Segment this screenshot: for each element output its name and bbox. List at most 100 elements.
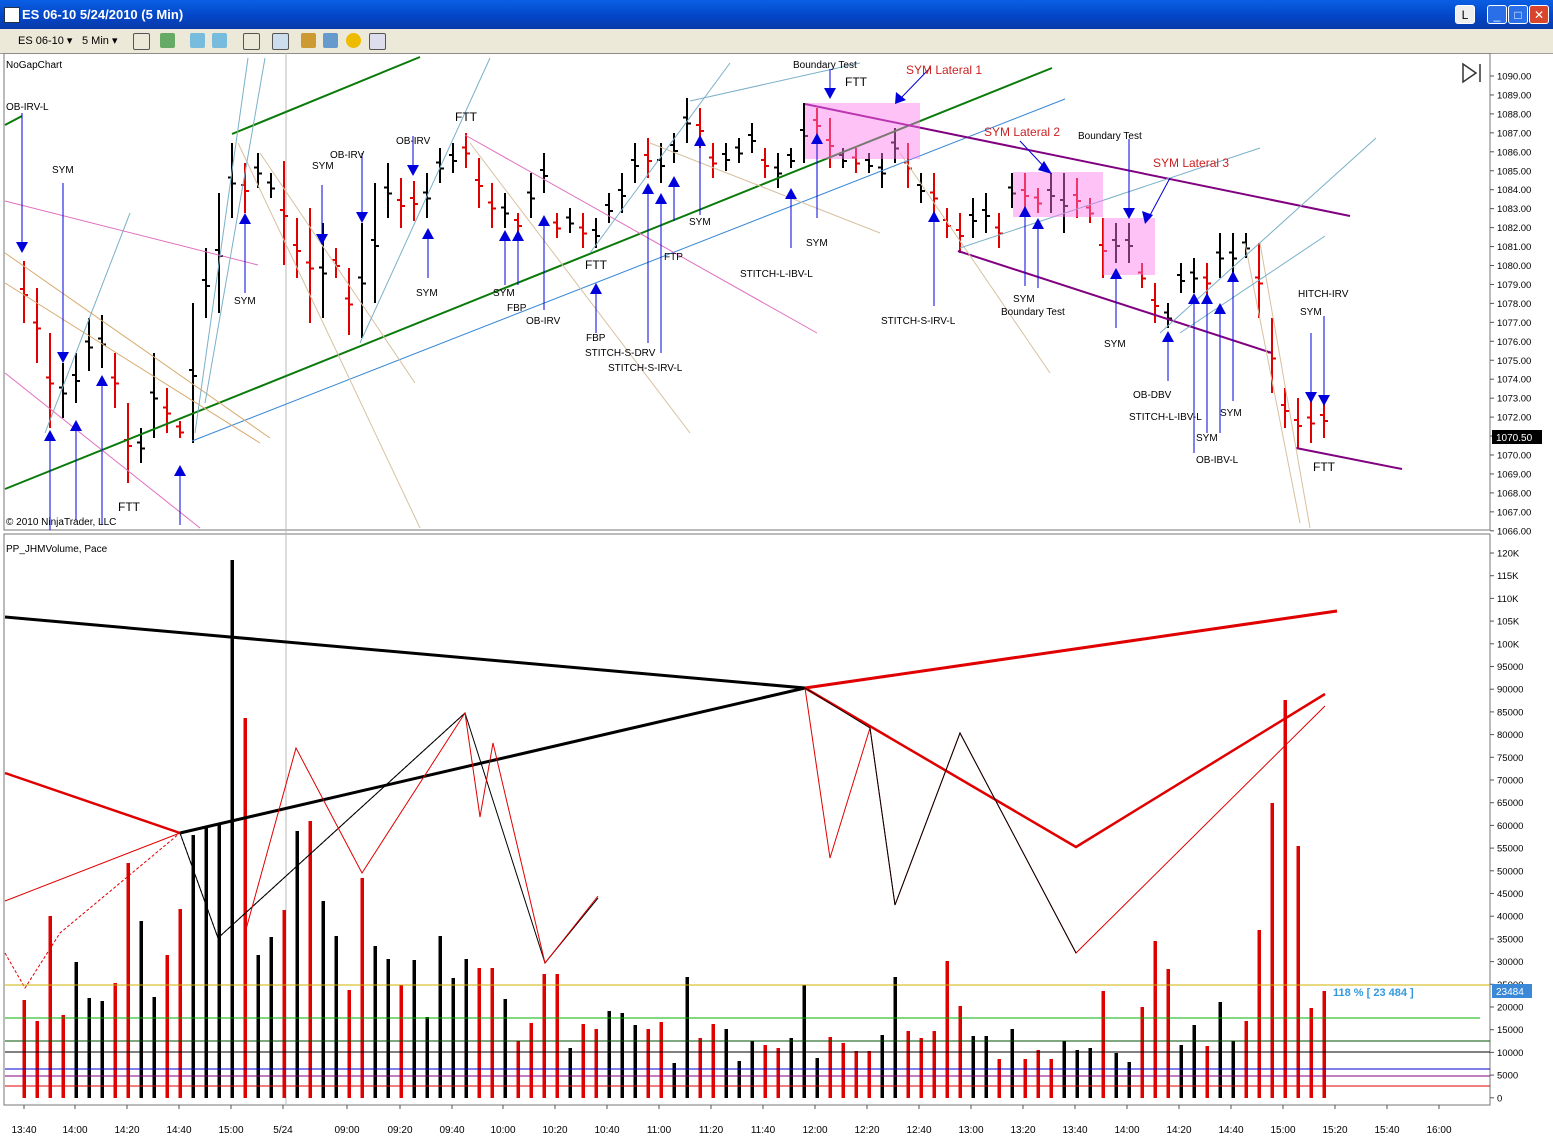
arrow-up-icon [1162, 331, 1174, 342]
properties-icon[interactable] [272, 33, 289, 50]
chart-area[interactable]: OB-IRV-L SYM OB-IRV SYM SYM OB-IRV SYM FTT SYM FB… [0, 52, 1553, 1141]
time-tick-label: 14:20 [114, 1125, 139, 1136]
volume-bar [1179, 1045, 1183, 1098]
annotation-label: SYM Lateral 1 [906, 63, 982, 77]
pace-label: 118 % [ 23 484 ] [1333, 987, 1414, 999]
arrow-down-icon [407, 165, 419, 176]
time-tick-label: 11:00 [647, 1125, 672, 1136]
volume-bar [724, 1029, 728, 1098]
annotation-label: SYM [1220, 408, 1242, 419]
volume-bars [22, 560, 1326, 1098]
annotation-label: OB-IRV [526, 316, 561, 327]
strategy-icon[interactable] [301, 33, 316, 48]
pink-line-2 [464, 134, 818, 334]
annotation-label: FTT [118, 500, 141, 514]
arrow-up-icon [928, 211, 940, 222]
steel-line-6 [689, 62, 861, 102]
volume-bar [503, 999, 507, 1098]
purple-channel-bottom [1295, 447, 1403, 470]
zoom-out-icon[interactable] [212, 33, 227, 48]
dollar-icon[interactable] [346, 33, 361, 48]
data-box-icon[interactable] [369, 33, 386, 50]
arrow-up-icon [811, 133, 823, 144]
annotation-label: FTP [664, 252, 683, 263]
green-trendline-long [4, 67, 1053, 490]
price-tick-label: 1067.00 [1497, 507, 1531, 518]
volume-bar [464, 959, 468, 1098]
volume-tick-label: 115K [1497, 571, 1519, 582]
volume-tick-label: 65000 [1497, 798, 1523, 809]
indicators-icon[interactable] [323, 33, 338, 48]
volume-bar [828, 1037, 832, 1098]
steel-line-1 [194, 57, 249, 434]
volume-bar [1153, 941, 1157, 1098]
tan-line-8 [1259, 242, 1311, 529]
instrument-selector[interactable]: ES 06-10 ▾ [18, 35, 73, 47]
play-end-icon[interactable] [1462, 62, 1481, 84]
time-tick-label: 13:40 [11, 1125, 36, 1136]
price-tick-label: 1078.00 [1497, 299, 1531, 310]
close-icon[interactable]: ✕ [1529, 5, 1549, 24]
arrow-shaft [1147, 177, 1171, 220]
blue-trendline [191, 98, 1066, 442]
volume-bar [1101, 991, 1105, 1098]
annotation-label: OB-IRV-L [6, 102, 49, 113]
volume-tick-label: 40000 [1497, 912, 1523, 923]
annotation-label: Boundary Test [1001, 307, 1065, 318]
zoom-in-icon[interactable] [190, 33, 205, 48]
link-button[interactable]: L [1455, 5, 1475, 24]
time-tick-label: 13:40 [1062, 1125, 1087, 1136]
time-tick-label: 14:20 [1166, 1125, 1191, 1136]
volume-bar [763, 1045, 767, 1098]
arrow-down-icon [16, 242, 28, 253]
arrow-up-icon [642, 183, 654, 194]
time-tick-label: 15:00 [218, 1125, 243, 1136]
volume-bar [477, 968, 481, 1098]
arrow-down-icon [356, 212, 368, 223]
annotation-label: SYM Lateral 2 [984, 125, 1060, 139]
tan-line-4 [259, 152, 416, 384]
volume-tick-label: 10000 [1497, 1048, 1523, 1059]
price-tick-label: 1070.00 [1497, 451, 1531, 462]
volume-bar [1023, 1059, 1027, 1098]
annotation-label: Boundary Test [793, 60, 857, 71]
volume-tick-label: 50000 [1497, 866, 1523, 877]
volume-bar [126, 863, 130, 1098]
volume-axis: 120K 115K 110K 105K 100K 95000 90000 85000 80000… [1490, 549, 1523, 1104]
volume-bar [893, 977, 897, 1098]
draw-tool-icon[interactable] [160, 33, 175, 48]
volume-bar [308, 821, 312, 1098]
annotation-label: FBP [586, 333, 606, 344]
time-tick-label: 11:40 [751, 1125, 776, 1136]
time-axis: 13:40 14:00 14:20 14:40 15:00 5/24 09:00 09:20 0… [11, 1105, 1452, 1136]
volume-bar [360, 878, 364, 1098]
annotation-label: HITCH-IRV [1298, 289, 1349, 300]
arrow-up-icon [1110, 268, 1122, 279]
annotation-label: FTT [455, 110, 478, 124]
volume-bar [217, 824, 221, 1098]
price-tick-label: 1076.00 [1497, 337, 1531, 348]
volume-bar [568, 1048, 572, 1098]
time-tick-label: 14:40 [166, 1125, 191, 1136]
arrow-up-icon [499, 230, 511, 241]
red-thick-up [804, 609, 1338, 690]
volume-bar [1270, 803, 1274, 1098]
minimize-icon[interactable]: _ [1487, 5, 1507, 24]
time-tick-label: 10:20 [542, 1125, 567, 1136]
cursor-icon[interactable] [243, 33, 260, 50]
steel-line-7 [959, 147, 1261, 249]
green-trendline-left [4, 115, 23, 126]
volume-bar [321, 901, 325, 1098]
volume-bar [997, 1059, 1001, 1098]
volume-tick-label: 105K [1497, 617, 1520, 628]
price-tick-label: 1073.00 [1497, 394, 1531, 405]
time-tick-label: 14:40 [1218, 1125, 1243, 1136]
bar-type-icon[interactable] [133, 33, 150, 50]
volume-bar [607, 1011, 611, 1098]
arrow-shaft [899, 67, 931, 100]
maximize-icon[interactable]: □ [1508, 5, 1528, 24]
highlight-lateral-3 [1103, 218, 1155, 275]
steel-line-3 [44, 212, 131, 434]
interval-selector[interactable]: 5 Min ▾ [82, 35, 118, 47]
volume-bar [1322, 991, 1326, 1098]
